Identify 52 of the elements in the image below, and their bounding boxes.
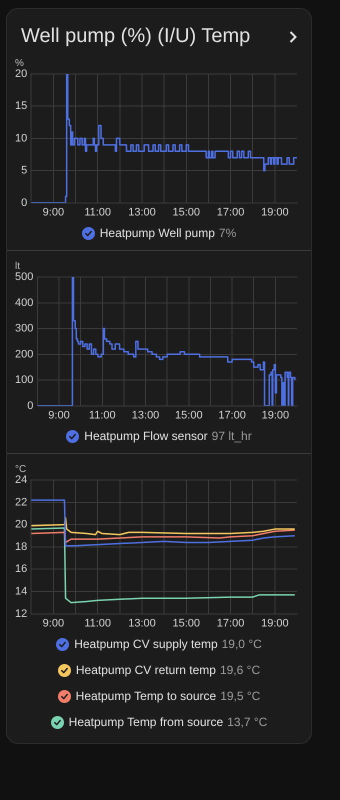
x-tick-label: 19:00 [261, 617, 289, 630]
y-tick-label: 20 [14, 68, 28, 80]
x-tick-label: 9:00 [42, 617, 64, 630]
y-tick-label: 24 [14, 474, 28, 486]
x-tick-label: 13:00 [128, 617, 156, 630]
text: 19,5 °C [220, 689, 260, 703]
text: 19,0 °C [222, 637, 262, 651]
x-tick-label: 15:00 [172, 617, 200, 630]
y-tick-label: 400 [14, 296, 34, 309]
y-tick-label: 200 [14, 348, 34, 360]
y-axis-title: % [15, 58, 24, 69]
legend-label: Heatpump Temp from source [68, 715, 224, 729]
y-tick-label: 5 [21, 164, 28, 177]
x-tick-label: 11:00 [84, 617, 112, 630]
legend-label: Heatpump CV supply temp [74, 637, 218, 651]
x-tick-label: 9:00 [48, 409, 70, 422]
y-tick-label: 500 [14, 271, 34, 284]
y-tick-label: 100 [14, 374, 34, 386]
x-tick-label: 17:00 [218, 409, 246, 422]
legend-label: Heatpump Temp to source [76, 689, 216, 703]
text: 97 lt_hr [212, 429, 252, 443]
x-tick-label: 13:00 [132, 409, 160, 422]
x-tick-label: 13:00 [128, 206, 156, 218]
y-axis-title: lt [15, 260, 20, 272]
x-tick-label: 11:00 [88, 409, 116, 422]
y-tick-label: 14 [14, 586, 28, 598]
text: 13,7 °C [227, 715, 268, 729]
legend-label: Heatpump Flow sensor [84, 429, 208, 443]
y-tick-label: 16 [14, 563, 28, 576]
y-axis-title: °C [15, 464, 26, 475]
y-tick-label: 0 [21, 196, 28, 209]
text: 7% [218, 226, 236, 240]
y-tick-label: 12 [14, 608, 28, 620]
x-tick-label: 9:00 [42, 206, 64, 218]
x-tick-label: 11:00 [84, 206, 112, 218]
y-tick-label: 10 [14, 132, 28, 144]
legend-label: Heatpump CV return temp [76, 663, 216, 677]
y-tick-label: 0 [27, 400, 34, 412]
y-tick-label: 20 [14, 518, 28, 531]
x-tick-label: 17:00 [216, 206, 244, 218]
x-tick-label: 15:00 [175, 409, 203, 422]
y-tick-label: 15 [14, 100, 28, 112]
y-tick-label: 18 [14, 540, 28, 553]
x-tick-label: 19:00 [262, 409, 290, 422]
x-tick-label: 19:00 [261, 206, 289, 218]
text: 19,6 °C [220, 663, 260, 677]
y-tick-label: 22 [14, 496, 28, 508]
y-tick-label: 300 [14, 322, 34, 335]
x-tick-label: 15:00 [172, 206, 200, 218]
legend-label: Heatpump Well pump [100, 226, 215, 240]
chart-title: Well pump (%) (I/U) Temp [21, 25, 250, 48]
x-tick-label: 17:00 [216, 617, 244, 630]
